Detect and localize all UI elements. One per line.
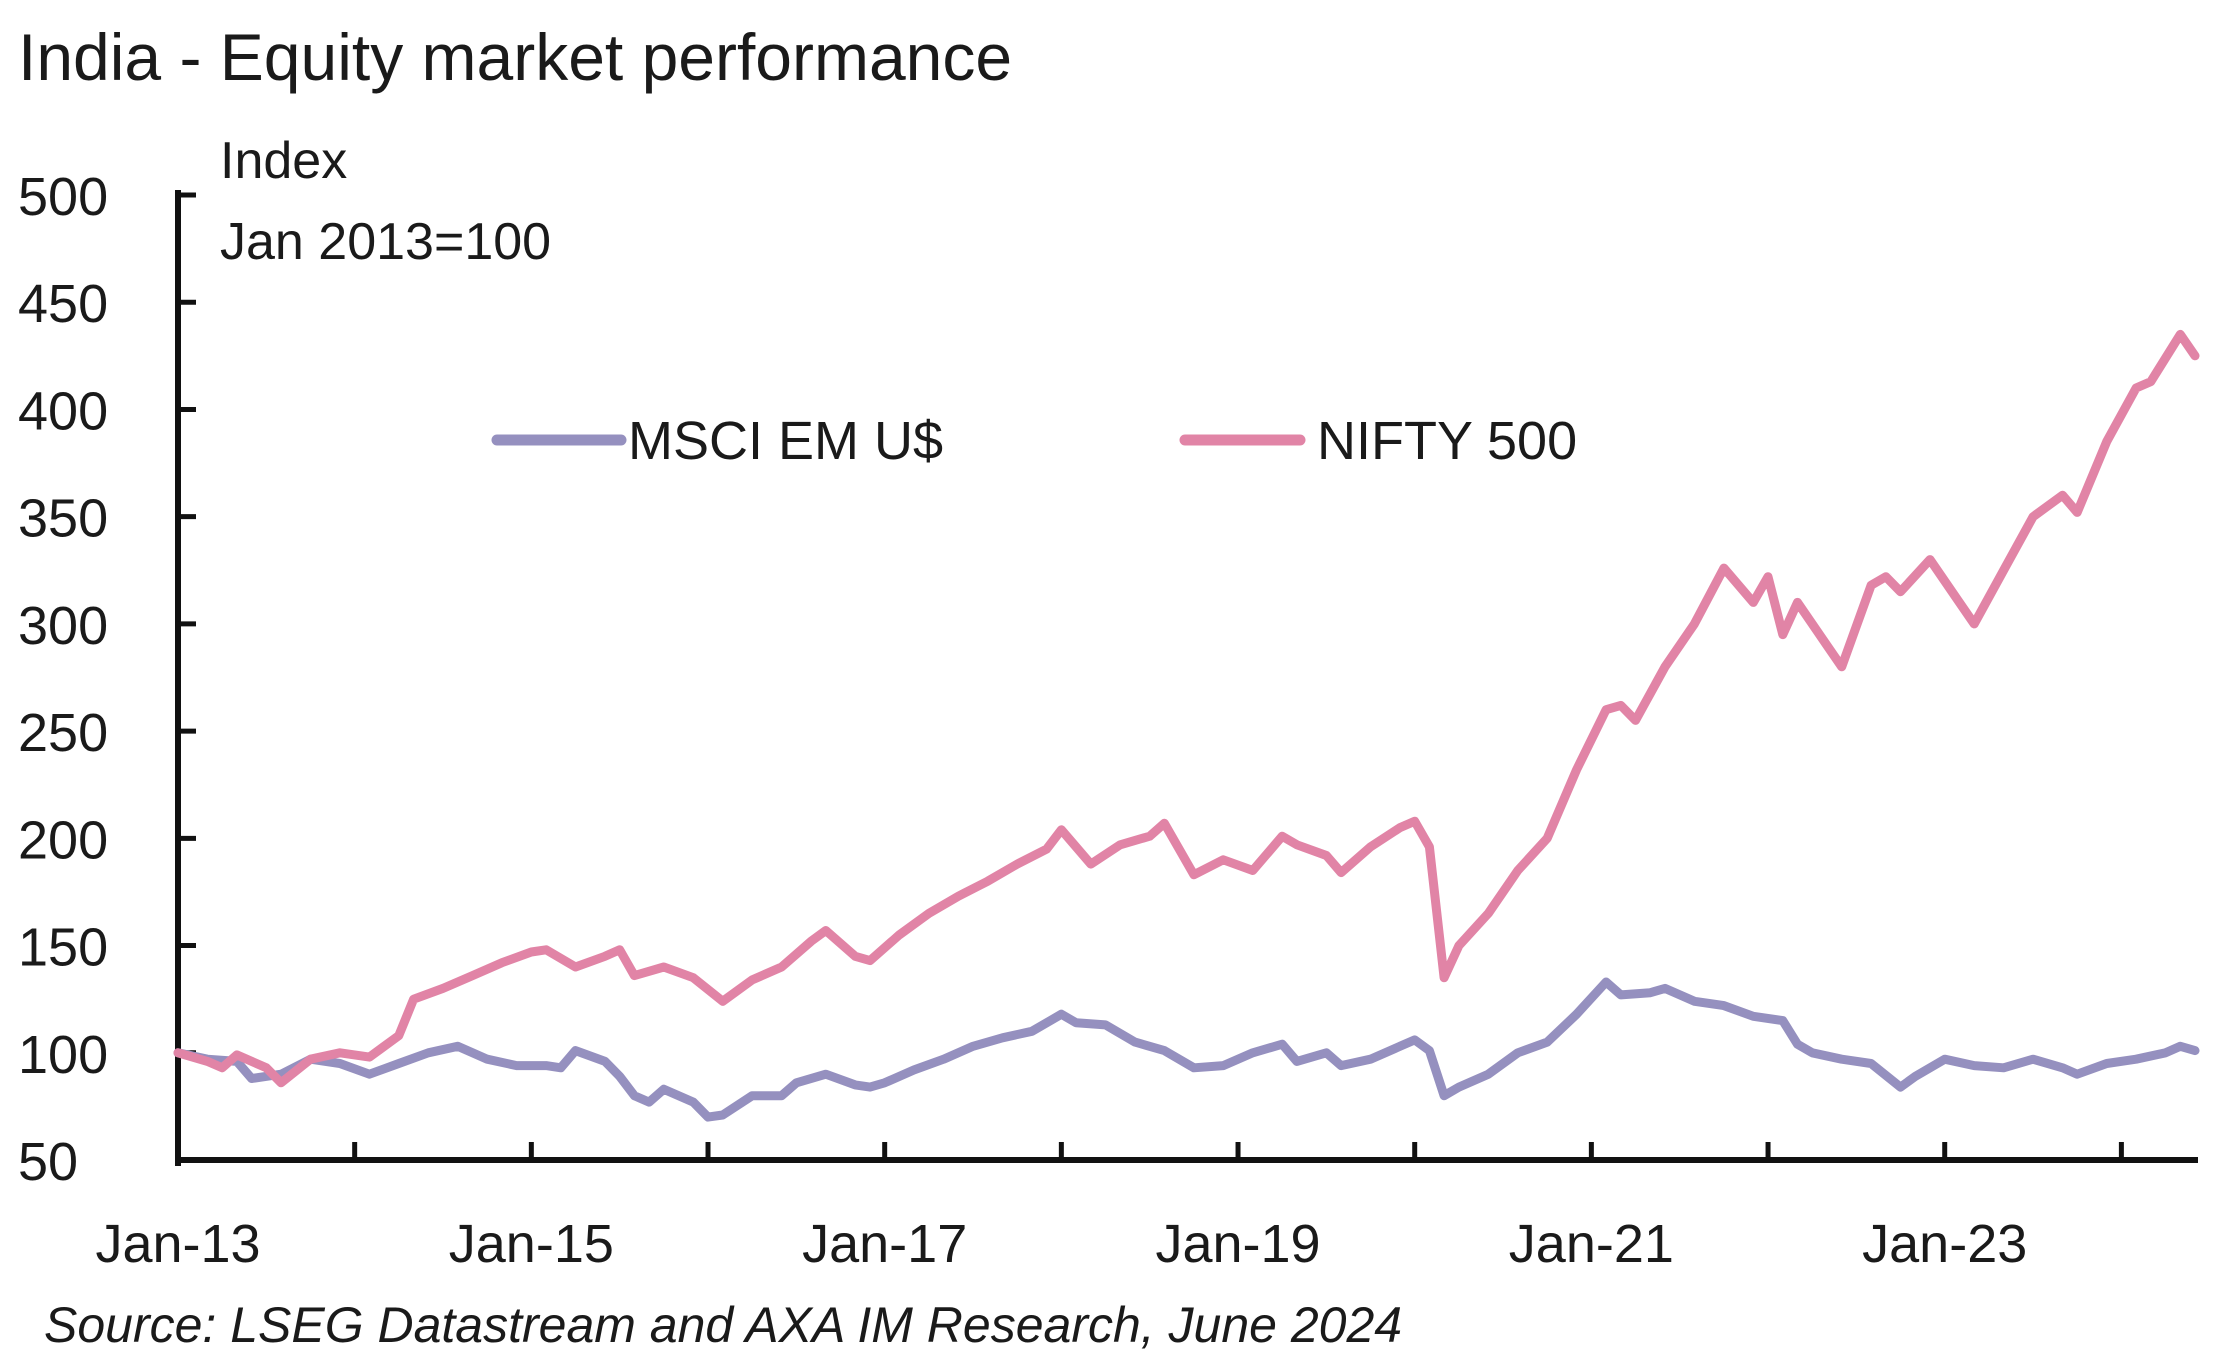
y-tick-label: 250 <box>18 703 108 763</box>
legend-label-nifty-500: NIFTY 500 <box>1317 411 1577 471</box>
y-tick-label: 300 <box>18 596 108 656</box>
x-tick-label: Jan-23 <box>1862 1214 2027 1274</box>
y-tick-label: 350 <box>18 489 108 549</box>
y-axis-label-line-1: Index <box>220 132 347 190</box>
y-tick-label: 150 <box>18 918 108 978</box>
series-line-msci-em <box>173 977 2200 1122</box>
y-tick-labels: 50 100 150 200 250 300 350 400 450 500 <box>18 167 108 1192</box>
series-line-nifty-500 <box>173 329 2200 1088</box>
y-tick-label: 200 <box>18 810 108 870</box>
x-tick-label: Jan-13 <box>95 1214 260 1274</box>
y-tick-label: 500 <box>18 167 108 227</box>
y-tick-label: 400 <box>18 381 108 441</box>
series-lines <box>173 329 2200 1122</box>
y-tick-label: 100 <box>18 1025 108 1085</box>
x-tick-label: Jan-17 <box>802 1214 967 1274</box>
legend: MSCI EM U$ NIFTY 500 <box>491 411 1577 471</box>
x-tick-label: Jan-19 <box>1155 1214 1320 1274</box>
x-tick-label: Jan-15 <box>449 1214 614 1274</box>
legend-label-msci-em: MSCI EM U$ <box>628 411 943 471</box>
source-note: Source: LSEG Datastream and AXA IM Resea… <box>44 1297 1402 1353</box>
x-tick-label: Jan-21 <box>1509 1214 1674 1274</box>
y-tick-label: 50 <box>18 1132 78 1192</box>
chart-title: India - Equity market performance <box>18 20 1012 94</box>
y-tick-label: 450 <box>18 274 108 334</box>
x-tick-labels: Jan-13 Jan-15 Jan-17 Jan-19 Jan-21 Jan-23 <box>95 1214 2027 1274</box>
axes <box>175 190 2198 1166</box>
y-axis-label-line-2: Jan 2013=100 <box>220 213 551 271</box>
